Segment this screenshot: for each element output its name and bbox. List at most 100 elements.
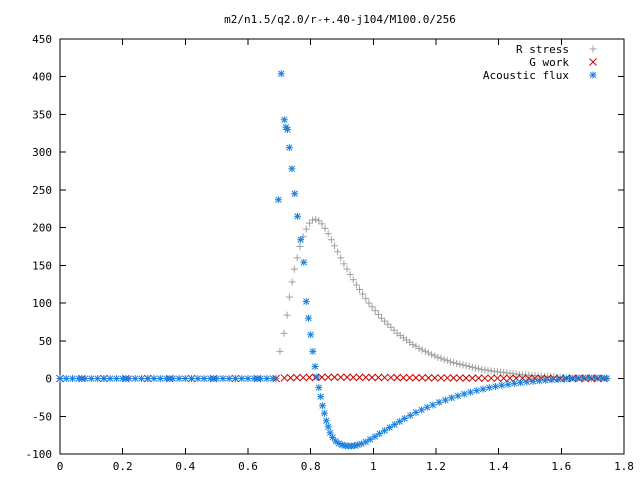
- data-point: [456, 360, 464, 368]
- data-point: [504, 380, 512, 388]
- data-point: [283, 126, 291, 134]
- y-tick-label: 450: [32, 33, 52, 46]
- x-tick: 0: [57, 39, 63, 473]
- data-point: [144, 375, 152, 383]
- data-point: [506, 374, 514, 383]
- data-point: [100, 375, 108, 383]
- data-point: [156, 375, 164, 383]
- data-point: [455, 374, 464, 382]
- data-point: [75, 375, 83, 383]
- data-point: [462, 374, 470, 382]
- data-point: [368, 303, 376, 311]
- data-point: [428, 350, 436, 358]
- y-tick-label: 100: [32, 297, 52, 310]
- data-point: [238, 375, 246, 383]
- data-point: [309, 216, 317, 224]
- data-point: [169, 375, 177, 383]
- x-tick: 0.8: [301, 39, 321, 473]
- data-point: [62, 375, 70, 383]
- y-tick: 400: [32, 71, 624, 84]
- data-point: [434, 353, 442, 361]
- data-point: [194, 375, 202, 383]
- plot-border: [59, 38, 625, 455]
- data-point: [492, 382, 500, 390]
- data-point: [340, 260, 348, 268]
- data-point: [206, 375, 214, 383]
- data-point: [418, 346, 426, 354]
- data-point: [327, 236, 335, 244]
- data-point: [349, 373, 358, 382]
- data-point: [334, 248, 342, 256]
- data-point: [213, 375, 221, 383]
- data-point: [560, 375, 568, 383]
- data-point: [368, 373, 376, 382]
- data-point: [356, 286, 364, 294]
- y-tick: 350: [32, 108, 624, 121]
- legend-entry: G work: [529, 56, 597, 69]
- data-point: [435, 398, 443, 406]
- data-point: [462, 362, 470, 370]
- data-point: [269, 375, 277, 383]
- x-tick: 1.4: [489, 39, 509, 473]
- data-point: [131, 375, 139, 383]
- data-point: [188, 375, 196, 383]
- data-point: [387, 323, 395, 331]
- data-point: [321, 224, 329, 232]
- data-point: [377, 314, 385, 322]
- data-point: [374, 373, 383, 382]
- data-point: [296, 243, 304, 250]
- data-point: [304, 314, 312, 322]
- x-tick: 0.6: [238, 39, 258, 473]
- x-tick: 1.2: [426, 39, 446, 473]
- y-tick: 150: [32, 259, 624, 272]
- data-point: [285, 144, 293, 152]
- data-point: [361, 373, 370, 382]
- y-tick: -100: [26, 448, 624, 461]
- data-point: [390, 326, 398, 334]
- x-tick: 0.2: [113, 39, 133, 473]
- y-tick-label: 400: [32, 71, 52, 84]
- chart-title: m2/n1.5/q2.0/r-+.40-j104/M100.0/256: [224, 13, 456, 26]
- data-point: [343, 373, 351, 382]
- data-point: [359, 290, 367, 298]
- data-point: [493, 374, 502, 383]
- data-point: [386, 424, 394, 432]
- data-point: [94, 375, 102, 383]
- data-point: [354, 441, 362, 449]
- x-axis: 0 0.2 0.4 0.6 0.8 1 1.2 1.4 1.6 1.8: [57, 39, 634, 473]
- data-point: [69, 375, 77, 383]
- legend-label: R stress: [516, 43, 569, 56]
- series-acoustic-flux: [56, 70, 611, 450]
- data-point: [603, 374, 611, 382]
- data-point: [294, 212, 302, 220]
- data-point: [401, 415, 409, 423]
- y-tick: 250: [32, 184, 624, 197]
- y-tick: 300: [32, 146, 624, 159]
- data-point: [150, 375, 158, 383]
- data-point: [175, 375, 183, 383]
- data-point: [225, 375, 233, 383]
- x-tick-label: 0.2: [113, 460, 133, 473]
- y-tick-label: 150: [32, 259, 52, 272]
- data-point: [448, 394, 456, 402]
- data-point: [288, 278, 296, 286]
- y-tick: 450: [32, 33, 624, 46]
- data-point: [529, 377, 537, 385]
- data-point: [349, 276, 357, 284]
- data-point: [313, 373, 321, 381]
- data-point: [554, 375, 562, 383]
- data-point: [285, 293, 293, 301]
- data-point: [286, 373, 295, 382]
- y-tick-label: 200: [32, 222, 52, 235]
- data-point: [330, 242, 338, 250]
- y-tick-label: 250: [32, 184, 52, 197]
- data-point: [336, 373, 345, 382]
- y-tick-label: 0: [45, 373, 52, 386]
- data-point: [293, 254, 301, 262]
- data-point: [418, 406, 426, 414]
- x-tick-label: 0.4: [175, 460, 195, 473]
- data-point: [443, 356, 451, 364]
- data-point: [302, 225, 310, 233]
- data-point: [307, 331, 315, 339]
- data-point: [465, 362, 473, 370]
